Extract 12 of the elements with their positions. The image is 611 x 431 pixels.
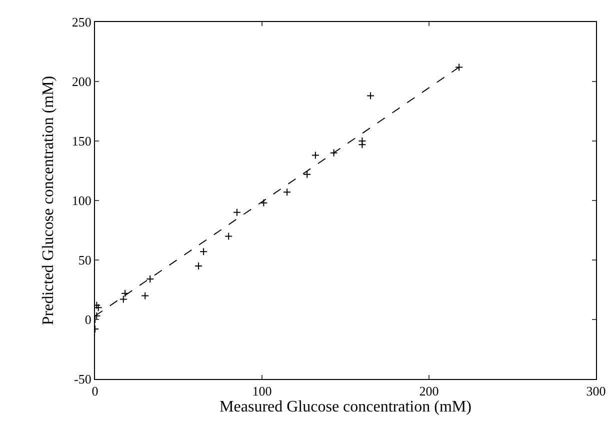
y-tick-label: 250 [72, 14, 92, 30]
y-tick-label: 150 [72, 134, 92, 149]
y-tick-label: -50 [74, 372, 92, 387]
x-axis-title: Measured Glucose concentration (mM) [220, 398, 472, 416]
y-axis-title: Predicted Glucose concentration (mM) [40, 76, 57, 326]
x-tick-label: 100 [252, 384, 272, 399]
y-tick-label: 100 [72, 193, 92, 208]
x-tick-label: 300 [586, 384, 606, 399]
y-tick-label: 200 [72, 74, 92, 90]
y-tick-label: 0 [84, 312, 92, 328]
y-tick-label: 50 [78, 252, 92, 268]
x-tick-label: 200 [419, 384, 439, 399]
